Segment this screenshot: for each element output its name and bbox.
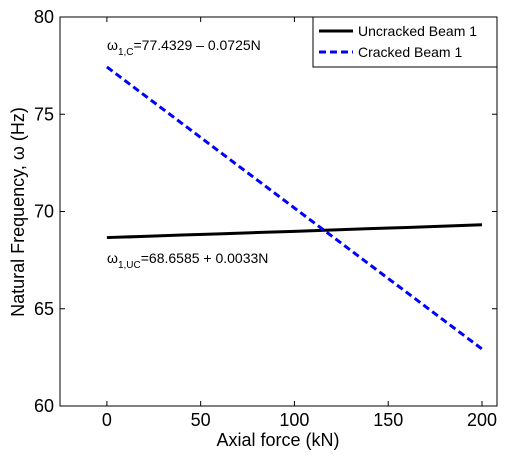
y-tick-label: 70 (34, 202, 54, 222)
legend-box (312, 16, 498, 68)
annotation-text: =68.6585 + 0.0033N (141, 250, 269, 266)
x-tick-label: 50 (191, 410, 211, 430)
y-tick-label: 80 (34, 7, 54, 27)
series-line (106, 223, 483, 240)
annotation-text: =77.4329 – 0.0725N (134, 37, 261, 53)
y-tick-label: 65 (34, 299, 54, 319)
annotation-symbol: ω (107, 37, 118, 53)
y-tick-label: 75 (34, 104, 54, 124)
y-axis-label: Natural Frequency, ω (Hz) (8, 107, 28, 317)
x-tick-label: 200 (467, 410, 497, 430)
y-tick-label: 60 (34, 396, 54, 416)
annotation: ω1,C=77.4329 – 0.0725N (107, 37, 261, 58)
x-tick-label: 150 (373, 410, 403, 430)
annotation-subscript: 1,UC (118, 260, 141, 271)
legend-label: Uncracked Beam 1 (358, 23, 477, 39)
legend-label: Cracked Beam 1 (358, 44, 462, 60)
annotation-symbol: ω (107, 250, 118, 266)
annotation-subscript: 1,C (118, 47, 134, 58)
x-axis-label: Axial force (kN) (216, 430, 339, 450)
x-tick-label: 100 (279, 410, 309, 430)
annotation: ω1,UC=68.6585 + 0.0033N (107, 250, 268, 271)
x-tick-label: 0 (102, 410, 112, 430)
series-line (105, 65, 483, 351)
